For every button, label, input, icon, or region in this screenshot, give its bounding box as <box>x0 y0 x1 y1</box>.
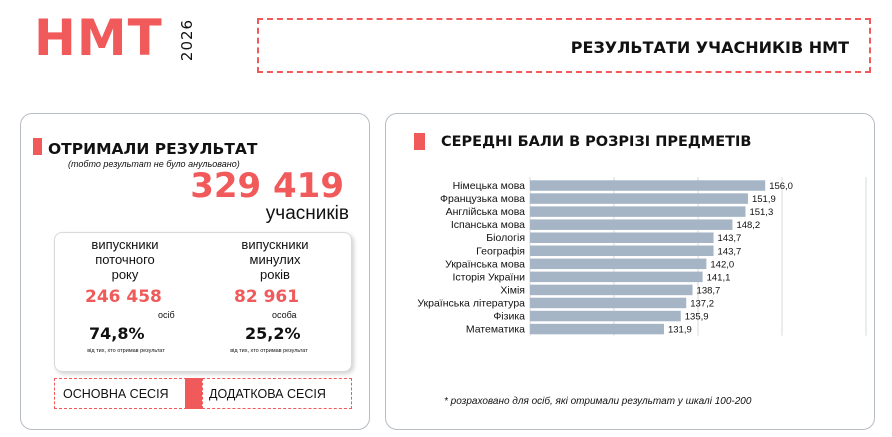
bar <box>530 206 746 217</box>
past-graduates-unit: особа <box>272 310 297 320</box>
graduates-breakdown <box>54 232 352 372</box>
value-label: 148,2 <box>736 220 760 231</box>
category-label: Українська мова <box>445 258 525 270</box>
total-unit: учасників <box>265 203 349 224</box>
bar <box>530 258 707 270</box>
scores-panel <box>385 113 875 430</box>
logo-text: НМТ <box>34 9 163 67</box>
bar <box>530 297 687 309</box>
section-marker-icon <box>33 138 42 155</box>
past-graduates: випускники минулих років <box>210 237 340 282</box>
current-graduates: випускники поточного року <box>60 237 190 282</box>
extra-session-box: ДОДАТКОВА СЕСІЯ <box>202 378 352 409</box>
logo-year-text: 2026 <box>178 18 196 62</box>
value-label: 137,2 <box>690 298 714 309</box>
section-marker-icon <box>414 133 425 150</box>
bar <box>530 271 703 283</box>
main-session-label: ОСНОВНА СЕСІЯ <box>63 387 169 401</box>
header-banner: РЕЗУЛЬТАТИ УЧАСНИКІВ НМТ <box>257 18 871 73</box>
category-label: Хімія <box>500 284 525 296</box>
average-scores-chart: Німецька мова 156,0 Французька мова 151,9 Ан… <box>417 177 867 336</box>
value-label: 131,9 <box>668 325 692 336</box>
bar <box>530 180 766 191</box>
past-graduates-pct: 25,2% <box>245 324 301 343</box>
value-label: 151,9 <box>752 194 776 205</box>
value-label: 138,7 <box>697 285 721 296</box>
current-graduates-desc: випускники поточного року <box>91 237 159 282</box>
value-label: 151,3 <box>749 207 773 218</box>
chart-footnote: * розраховано для осіб, які отримали рез… <box>444 396 752 407</box>
past-graduates-desc: випускники минулих років <box>241 237 309 282</box>
category-label: Німецька мова <box>453 180 526 192</box>
category-label: Географія <box>476 245 525 257</box>
results-title: ОТРИМАЛИ РЕЗУЛЬТАТ <box>48 140 258 158</box>
category-label: Українська література <box>417 297 525 309</box>
value-label: 143,7 <box>718 233 742 244</box>
category-label: Іспанська мова <box>451 219 525 231</box>
past-graduates-value: 82 961 <box>234 287 300 307</box>
bar <box>530 193 748 204</box>
bar <box>530 232 714 243</box>
session-divider-icon <box>185 378 202 409</box>
main-session-box: ОСНОВНА СЕСІЯ <box>54 378 202 409</box>
value-label: 143,7 <box>718 246 742 257</box>
category-label: Математика <box>466 324 525 336</box>
scores-title: СЕРЕДНІ БАЛИ В РОЗРІЗІ ПРЕДМЕТІВ <box>441 134 752 150</box>
page-title: РЕЗУЛЬТАТИ УЧАСНИКІВ НМТ <box>570 38 849 57</box>
current-graduates-pct: 74,8% <box>89 324 145 343</box>
total-participants: 329 419 <box>190 166 344 206</box>
bar <box>530 245 714 257</box>
current-graduates-unit: осіб <box>158 310 175 320</box>
past-graduates-note: від тих, хто отримав результат <box>230 348 308 354</box>
bar <box>530 310 681 322</box>
category-label: Історія України <box>452 271 525 283</box>
logo-year: 2026 <box>178 14 196 66</box>
bar <box>530 323 664 335</box>
bar <box>530 284 693 296</box>
category-label: Біологія <box>486 232 525 244</box>
value-label: 142,0 <box>710 259 734 270</box>
results-subtitle: (тобто результат не було анульовано) <box>68 159 240 169</box>
current-graduates-value: 246 458 <box>85 287 162 307</box>
value-label: 135,9 <box>685 312 709 323</box>
category-label: Французька мова <box>440 193 525 205</box>
category-label: Фізика <box>493 311 525 323</box>
category-label: Англійська мова <box>446 206 526 218</box>
value-label: 156,0 <box>769 181 793 192</box>
value-label: 141,1 <box>707 272 731 283</box>
bar <box>530 219 733 230</box>
extra-session-label: ДОДАТКОВА СЕСІЯ <box>209 387 326 401</box>
current-graduates-note: від тих, хто отримав результат <box>87 348 165 354</box>
